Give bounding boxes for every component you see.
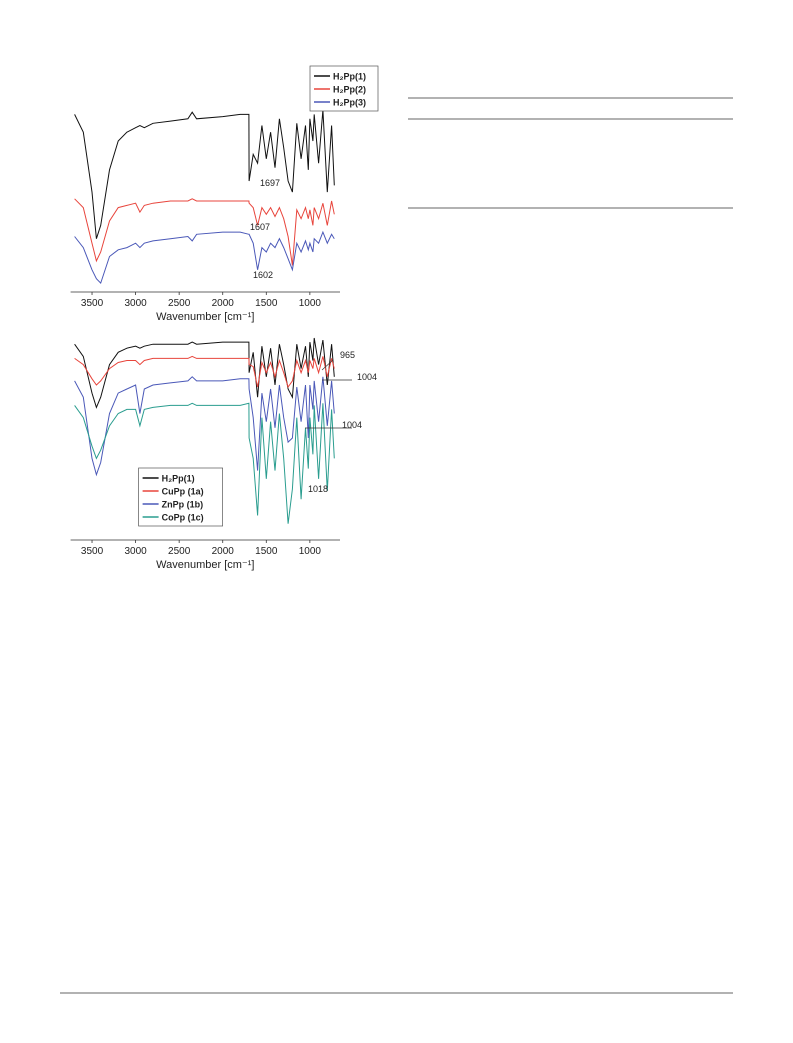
legend-label: ZnPp (1b) — [162, 500, 204, 510]
x-tick-label: 3000 — [124, 546, 147, 557]
arrow — [321, 359, 334, 371]
spectrum-line — [74, 402, 335, 524]
x-tick-label: 2500 — [168, 546, 191, 557]
peak-label: 1697 — [260, 178, 280, 188]
x-axis-label: Wavenumber [cm⁻¹] — [156, 311, 254, 323]
legend-label: H₂Pp(1) — [162, 474, 195, 484]
legend-label: CuPp (1a) — [162, 487, 204, 497]
peak-label: 965 — [340, 350, 355, 360]
spectrum-line — [74, 376, 335, 477]
x-tick-label: 1500 — [255, 546, 278, 557]
peak-label: 1004 — [357, 372, 377, 382]
x-tick-label: 2500 — [168, 298, 191, 309]
x-tick-label: 3500 — [81, 298, 104, 309]
x-tick-label: 1000 — [299, 298, 322, 309]
legend-label: H₂Pp(2) — [333, 85, 366, 95]
spectrum-line — [74, 109, 335, 239]
x-axis-label: Wavenumber [cm⁻¹] — [156, 559, 254, 571]
spectrum-line — [74, 198, 335, 266]
x-tick-label: 2000 — [212, 298, 235, 309]
spectrum-line — [74, 337, 335, 409]
legend-label: H₂Pp(1) — [333, 72, 366, 82]
legend-label: H₂Pp(3) — [333, 98, 366, 108]
peak-label: 1004 — [342, 420, 362, 430]
x-tick-label: 3000 — [124, 298, 147, 309]
x-tick-label: 2000 — [212, 546, 235, 557]
x-tick-label: 1000 — [299, 546, 322, 557]
spectrum-line — [74, 355, 335, 389]
peak-label: 1607 — [250, 222, 270, 232]
spectrum-line — [74, 230, 335, 285]
peak-label: 1018 — [308, 484, 328, 494]
peak-label: 1602 — [253, 270, 273, 280]
x-tick-label: 1500 — [255, 298, 278, 309]
x-tick-label: 3500 — [81, 546, 104, 557]
legend-label: CoPp (1c) — [162, 513, 204, 523]
